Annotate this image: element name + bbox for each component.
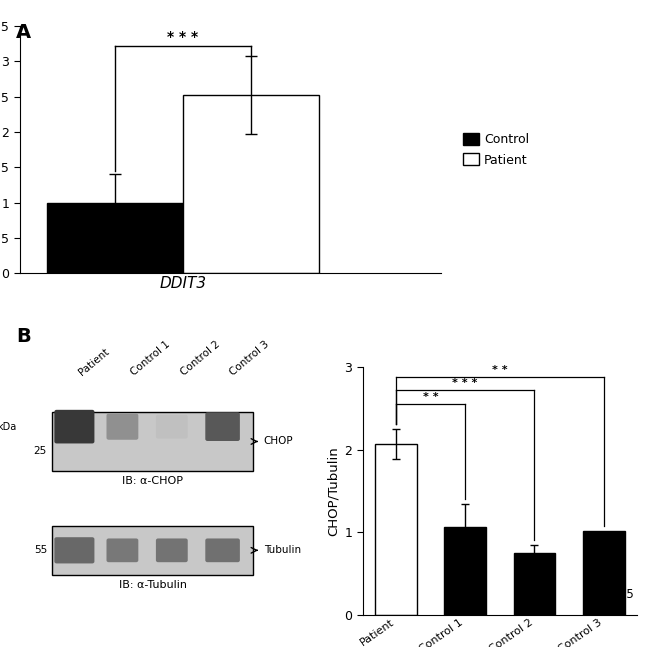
Text: * * *: * * * [452,378,478,388]
Bar [47,203,183,273]
Bar [583,531,625,615]
Bar [445,527,486,615]
Text: Patient: Patient [77,346,111,377]
Text: Control 1: Control 1 [129,339,172,377]
Text: IB: α-CHOP: IB: α-CHOP [122,476,183,486]
Text: * * *: * * * [167,30,198,44]
Legend: Control, Patient: Control, Patient [463,133,529,166]
FancyBboxPatch shape [156,415,188,439]
FancyBboxPatch shape [55,537,94,564]
Text: B: B [16,327,31,345]
Text: kDa: kDa [0,422,17,432]
Bar [183,95,318,273]
Bar [53,411,253,471]
Text: Tubulin: Tubulin [264,545,301,555]
FancyBboxPatch shape [205,412,240,441]
Text: Control 3: Control 3 [228,339,271,377]
Y-axis label: CHOP/Tubulin: CHOP/Tubulin [327,446,340,536]
FancyBboxPatch shape [55,410,94,443]
Bar [53,525,253,575]
Text: CHOP: CHOP [264,437,293,446]
FancyBboxPatch shape [156,538,188,562]
FancyBboxPatch shape [107,538,138,562]
Text: 55: 55 [34,545,47,555]
FancyBboxPatch shape [205,538,240,562]
Text: A: A [16,23,31,41]
FancyBboxPatch shape [107,413,138,440]
Text: Control 2: Control 2 [179,339,222,377]
Bar [375,444,417,615]
Text: IB: α-Tubulin: IB: α-Tubulin [118,580,187,590]
Text: * *: * * [492,365,508,375]
Text: n=5: n=5 [610,587,635,600]
Text: 25: 25 [34,446,47,456]
Bar [514,553,555,615]
Text: * *: * * [422,392,438,402]
